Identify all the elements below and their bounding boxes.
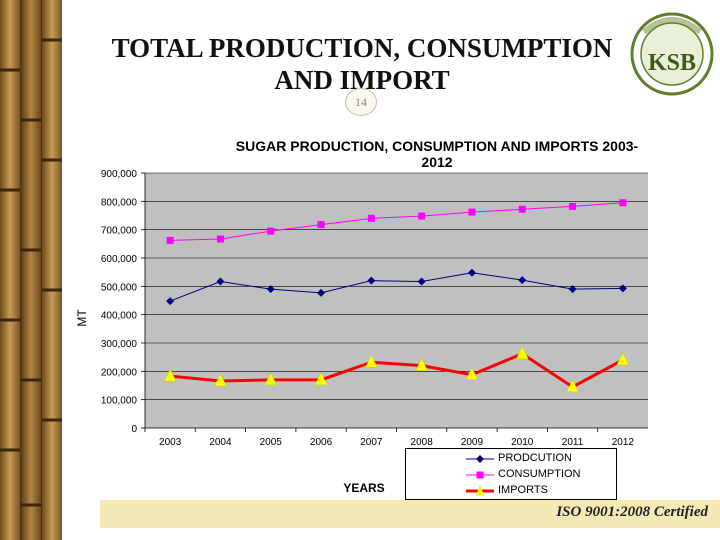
point-prodcution-2008 (417, 277, 426, 286)
series-consumption (166, 199, 627, 244)
y-tick-label-8: 800,000 (101, 197, 138, 208)
point-consumption-2011 (569, 202, 577, 210)
y-axis-label: MT (75, 309, 89, 327)
point-imports-2003 (163, 368, 177, 382)
point-imports-2004 (214, 373, 227, 387)
gridlines (145, 172, 648, 400)
point-imports-2011 (566, 379, 579, 393)
slide-title-line1: TOTAL PRODUCTION, CONSUMPTION (111, 33, 613, 63)
y-tick-label-2: 200,000 (101, 367, 138, 378)
chart-title-line1: SUGAR PRODUCTION, CONSUMPTION AND IMPORT… (236, 138, 639, 154)
series-group (163, 199, 630, 393)
point-prodcution-2004 (216, 277, 225, 286)
bamboo-border-decoration (0, 0, 62, 540)
y-tick-label-9: 900,000 (101, 169, 138, 180)
point-consumption-2012 (619, 199, 627, 207)
point-prodcution-2003 (166, 297, 175, 306)
x-tick-label-2004: 2004 (209, 437, 232, 448)
point-consumption-2008 (418, 212, 426, 220)
x-tick-label-2011: 2011 (562, 437, 584, 448)
point-imports-2005 (264, 372, 278, 386)
chart-title-line2: 2012 (421, 154, 452, 170)
point-prodcution-2012 (618, 284, 627, 293)
ksb-logo-icon: KSB (630, 12, 714, 96)
y-tick-label-3: 300,000 (101, 339, 138, 350)
legend-item-consumption: CONSUMPTION (406, 467, 618, 483)
point-consumption-2003 (166, 236, 174, 244)
footer-bar: ISO 9001:2008 Certified (100, 500, 720, 528)
point-prodcution-2005 (266, 285, 275, 294)
logo-text: KSB (648, 50, 696, 76)
x-tick-label-2012: 2012 (612, 437, 635, 448)
legend-label-imports: IMPORTS (498, 484, 548, 496)
slide-title: TOTAL PRODUCTION, CONSUMPTION AND IMPORT (62, 32, 662, 96)
series-line-consumption (170, 202, 623, 241)
point-imports-2006 (314, 372, 328, 386)
point-consumption-2004 (216, 235, 224, 243)
ksb-logo: KSB (626, 2, 718, 102)
y-tick-label-0: 0 (131, 424, 137, 435)
legend-swatch-consumption-icon (466, 471, 494, 479)
point-imports-2007 (364, 354, 378, 368)
y-axis: 0 100,000 200,000 300,000 400,000 500,000 600,… (101, 169, 146, 435)
point-imports-2010 (515, 346, 529, 360)
iso-certification-text: ISO 9001:2008 Certified (556, 504, 708, 520)
legend-label-production: PRODCUTION (498, 452, 572, 464)
x-tick-label-2008: 2008 (411, 437, 434, 448)
x-tick-label-2005: 2005 (260, 437, 283, 448)
point-prodcution-2006 (317, 288, 326, 297)
series-imports (163, 346, 630, 393)
point-consumption-2009 (468, 208, 476, 216)
point-prodcution-2010 (518, 276, 527, 285)
x-tick-label-2007: 2007 (360, 437, 383, 448)
x-tick-label-2006: 2006 (310, 437, 333, 448)
x-tick-label-2009: 2009 (461, 437, 484, 448)
y-tick-label-4: 400,000 (101, 311, 138, 322)
y-tick-label-6: 600,000 (101, 254, 138, 265)
bamboo-stalks-icon (0, 0, 62, 540)
page-number-badge: 14 (345, 88, 377, 116)
point-prodcution-2011 (568, 285, 577, 294)
x-tick-label-2003: 2003 (159, 437, 182, 448)
sugar-line-chart: SUGAR PRODUCTION, CONSUMPTION AND IMPORT… (75, 138, 648, 495)
legend-item-production: PRODCUTION (406, 451, 618, 467)
series-line-imports (170, 352, 624, 389)
y-tick-label-7: 700,000 (101, 226, 138, 237)
point-imports-2009 (465, 367, 479, 380)
point-consumption-2007 (367, 214, 375, 222)
x-axis: 2003 2004 2005 2006 2007 2008 2009 2010 2011 2012 (144, 427, 648, 448)
legend-label-consumption: CONSUMPTION (498, 468, 581, 480)
y-tick-label-1: 100,000 (101, 396, 138, 407)
series-line-prodcution (169, 272, 623, 302)
point-prodcution-2009 (467, 268, 476, 277)
series-prodcution (166, 268, 627, 306)
point-prodcution-2007 (367, 276, 376, 285)
point-consumption-2010 (518, 205, 526, 213)
point-consumption-2005 (267, 227, 275, 235)
legend-swatch-imports-icon (466, 485, 494, 496)
legend-swatch-production-icon (466, 455, 494, 463)
y-tick-label-5: 500,000 (101, 282, 138, 293)
point-imports-2012 (616, 352, 630, 366)
legend-item-imports: IMPORTS (406, 483, 618, 499)
x-tick-label-2010: 2010 (511, 437, 534, 448)
point-imports-2008 (415, 358, 429, 371)
chart-legend: PRODCUTION CONSUMPTION IMPORTS (405, 448, 617, 500)
plot-area (145, 173, 648, 428)
point-consumption-2006 (317, 221, 325, 229)
x-axis-label: YEARS (343, 481, 384, 495)
